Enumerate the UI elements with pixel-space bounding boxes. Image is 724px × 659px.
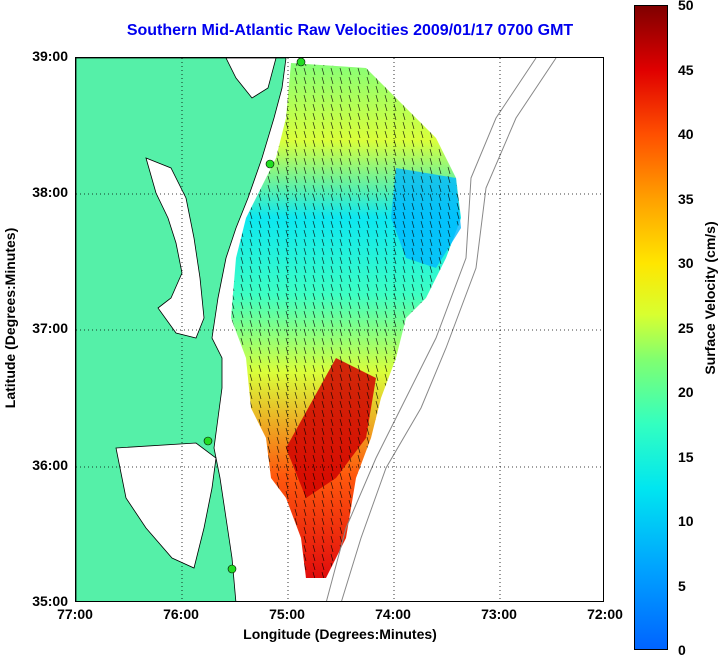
x-axis-label: Longitude (Degrees:Minutes): [243, 626, 437, 642]
radar-station-marker: [203, 436, 213, 446]
x-tick-label: 72:00: [587, 606, 623, 622]
depth-contour: [341, 58, 557, 601]
radar-station-marker: [265, 159, 275, 169]
colorbar-tick: 15: [678, 449, 694, 465]
colorbar-tick: 35: [678, 191, 694, 207]
colorbar-tick: 30: [678, 255, 694, 271]
y-tick-label: 39:00: [32, 48, 68, 64]
colorbar-tick: 10: [678, 513, 694, 529]
y-tick-label: 36:00: [32, 457, 68, 473]
map-plot-area[interactable]: [75, 57, 604, 602]
depth-contour: [326, 58, 537, 601]
x-tick-label: 77:00: [57, 606, 93, 622]
map-title: Southern Mid-Atlantic Raw Velocities 200…: [126, 22, 574, 39]
colorbar-tick: 50: [678, 0, 694, 13]
colorbar-label: Surface Velocity (cm/s): [702, 221, 718, 375]
colorbar-tick: 5: [678, 578, 686, 594]
y-tick-label: 37:00: [32, 320, 68, 336]
colorbar: [634, 5, 668, 650]
colorbar-tick: 0: [678, 642, 686, 658]
x-tick-label: 74:00: [375, 606, 411, 622]
x-tick-label: 75:00: [269, 606, 305, 622]
colorbar-tick: 25: [678, 320, 694, 336]
pamlico-sound: [115, 442, 217, 569]
colorbar-tick: 40: [678, 126, 694, 142]
map-canvas: [76, 58, 603, 601]
y-tick-label: 38:00: [32, 184, 68, 200]
lat-lon-grid: [76, 58, 603, 601]
radar-station-marker: [227, 564, 237, 574]
x-tick-label: 73:00: [481, 606, 517, 622]
radar-station-marker: [296, 58, 306, 67]
colorbar-tick: 20: [678, 384, 694, 400]
y-axis-label: Latitude (Degrees:Minutes): [2, 227, 18, 409]
chesapeake-bay: [145, 157, 205, 339]
velocity-arrows: [231, 63, 461, 578]
x-tick-label: 76:00: [163, 606, 199, 622]
y-tick-label: 35:00: [32, 593, 68, 609]
delaware-bay: [225, 58, 277, 99]
colorbar-tick: 45: [678, 62, 694, 78]
